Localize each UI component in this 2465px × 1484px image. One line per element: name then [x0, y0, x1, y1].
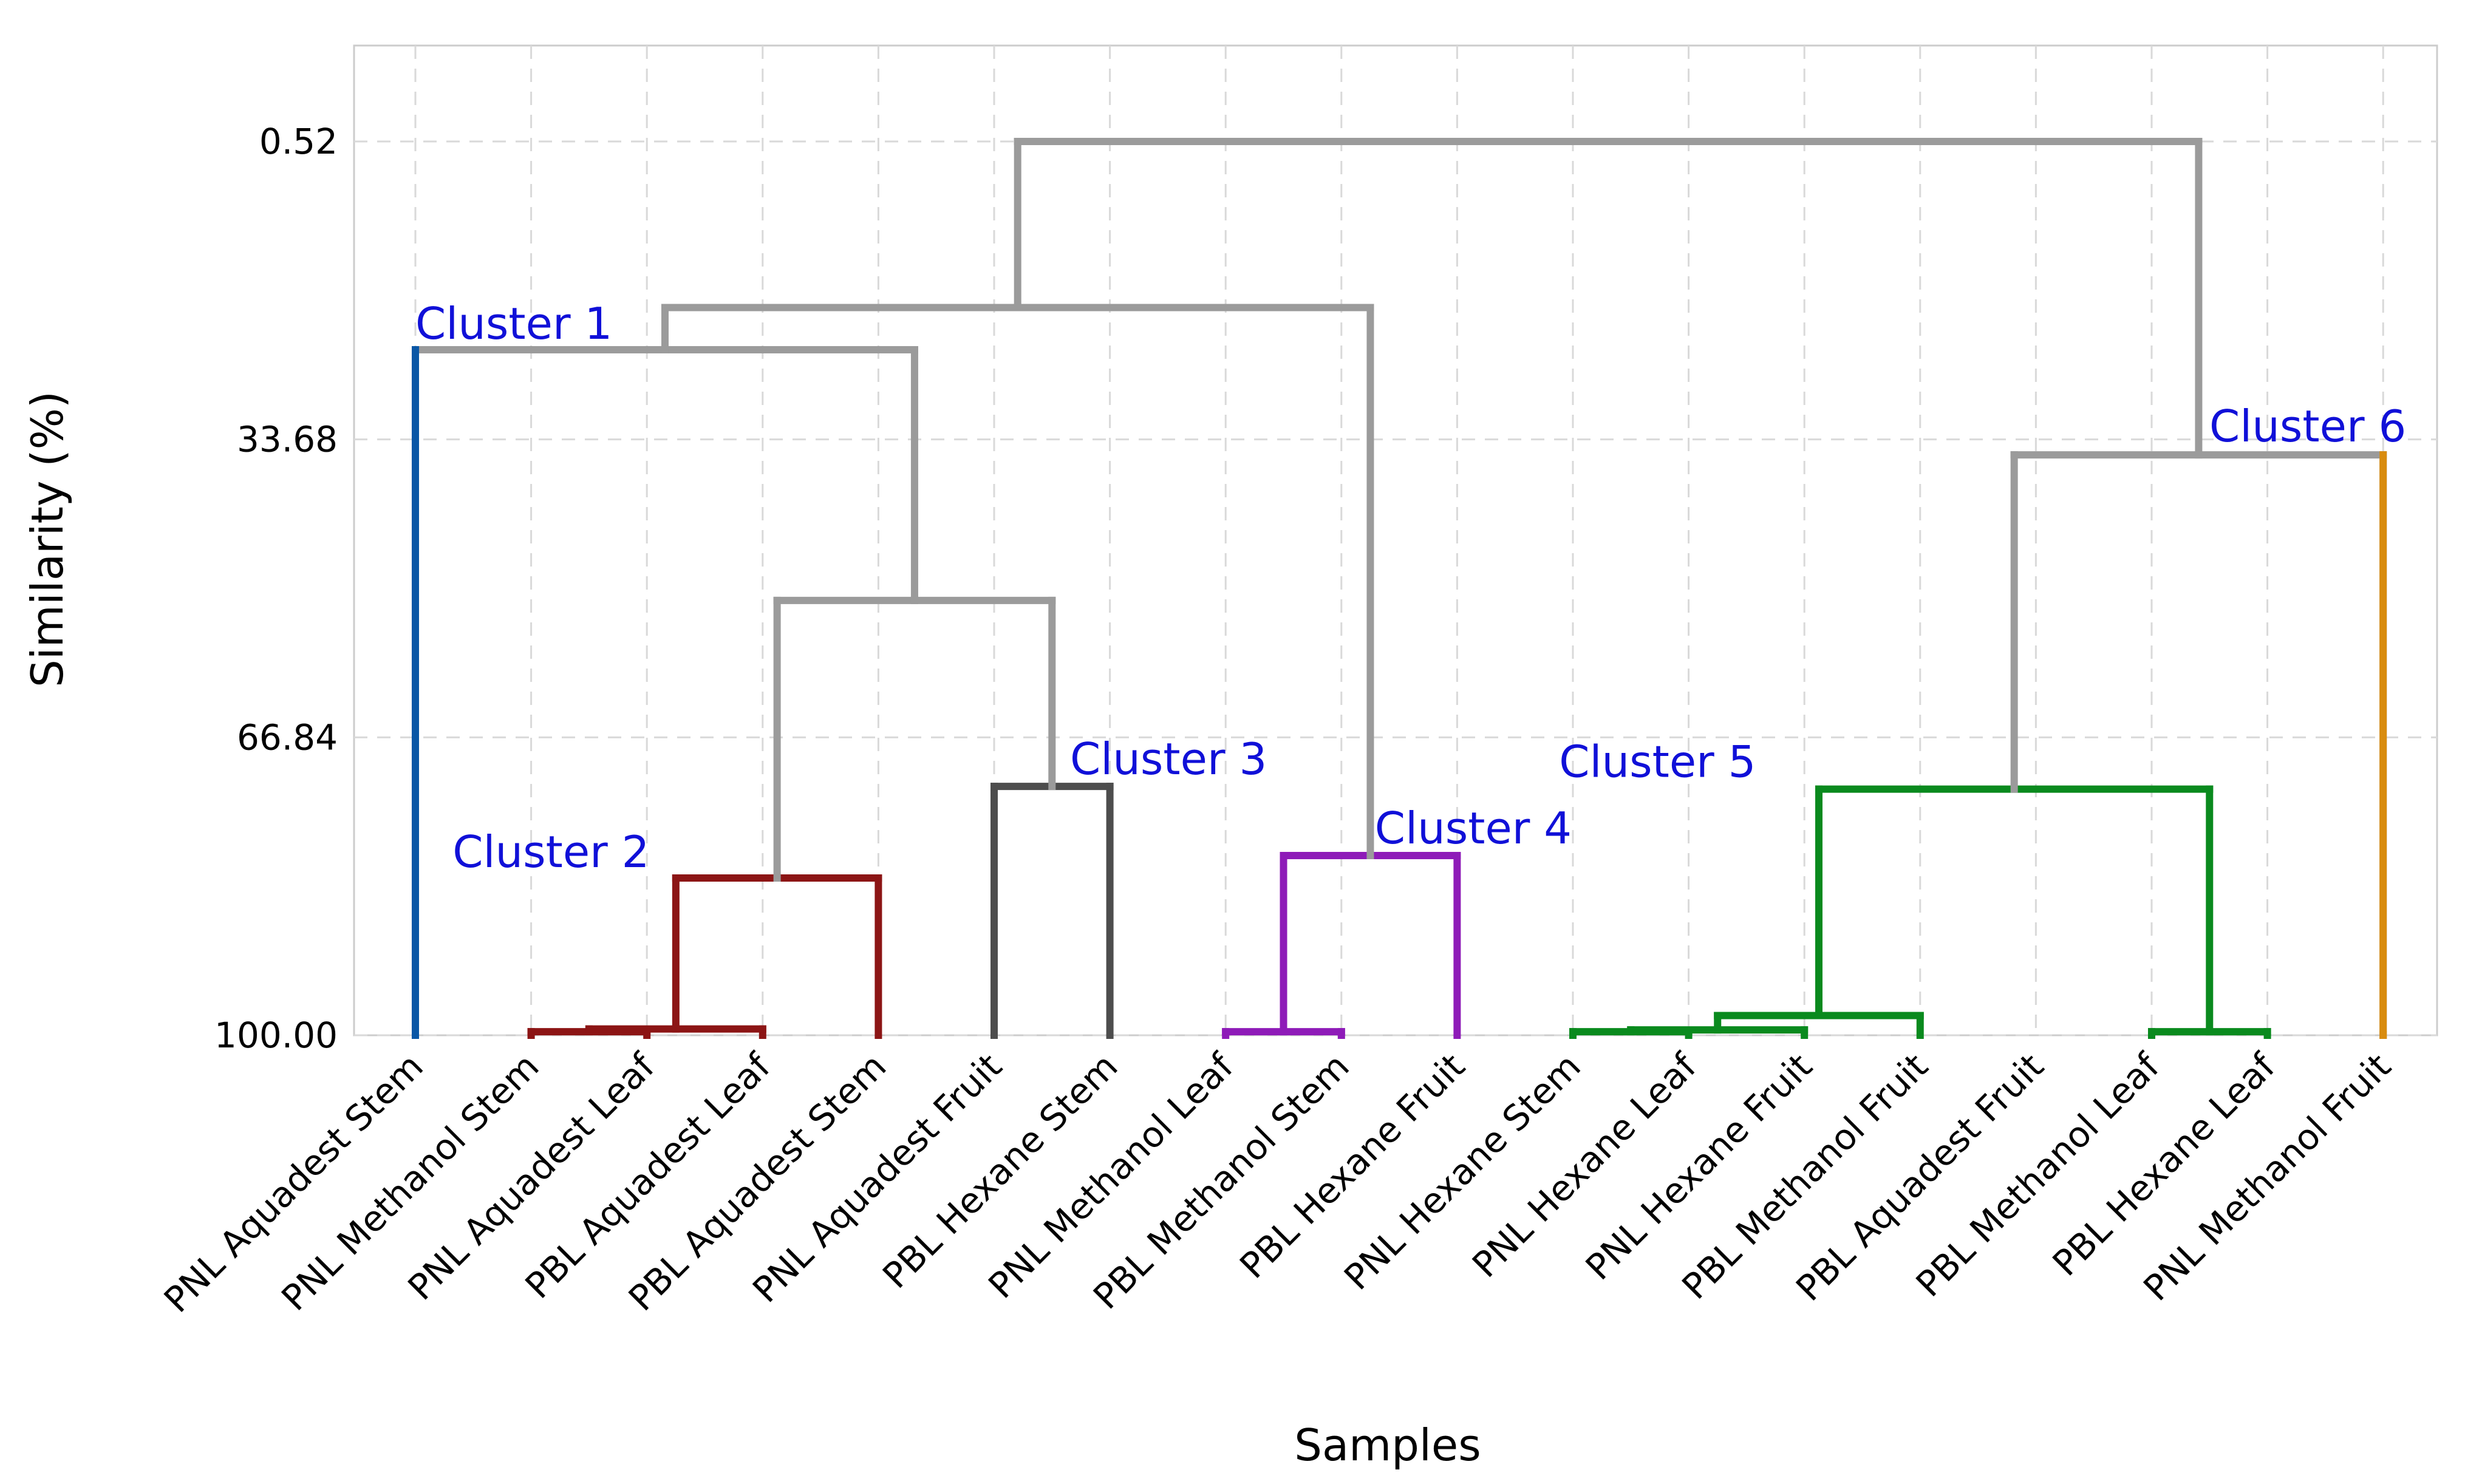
- y-tick-label: 33.68: [237, 419, 338, 460]
- x-tick-label-pbl-hexane-leaf: PBL Hexane Leaf: [2045, 1045, 2284, 1284]
- y-tick-label: 0.52: [259, 121, 338, 162]
- y-tick-label: 66.84: [237, 716, 338, 758]
- cluster-labels: Cluster 1 Cluster 2 Cluster 3 Cluster 4 Clus…: [415, 298, 2406, 877]
- dendrogram-links: [412, 138, 2387, 1039]
- y-axis-tick-labels: 0.52 33.68 66.84 100.00: [214, 121, 338, 1056]
- x-tick-label-pnl-hexane-leaf: PNL Hexane Leaf: [1464, 1045, 1705, 1285]
- x-tick-label-pbl-hexane-fruit: PBL Hexane Fruit: [1232, 1046, 1473, 1287]
- cluster-label-4: Cluster 4: [1375, 803, 1572, 854]
- cluster-label-2: Cluster 2: [452, 826, 649, 877]
- plot-frame: [353, 44, 2438, 1036]
- x-axis-title: Samples: [1294, 1420, 1481, 1471]
- cluster-label-3: Cluster 3: [1070, 733, 1267, 785]
- vertical-gridlines: [414, 46, 2384, 1035]
- cluster-label-1: Cluster 1: [415, 298, 612, 349]
- x-tick-label-pnl-hexane-fruit: PNL Hexane Fruit: [1578, 1046, 1820, 1288]
- y-axis-title: Similarity (%): [22, 391, 73, 687]
- cluster-label-6: Cluster 6: [2209, 401, 2406, 452]
- y-tick-label: 100.00: [214, 1015, 338, 1056]
- cluster-label-5: Cluster 5: [1559, 737, 1756, 788]
